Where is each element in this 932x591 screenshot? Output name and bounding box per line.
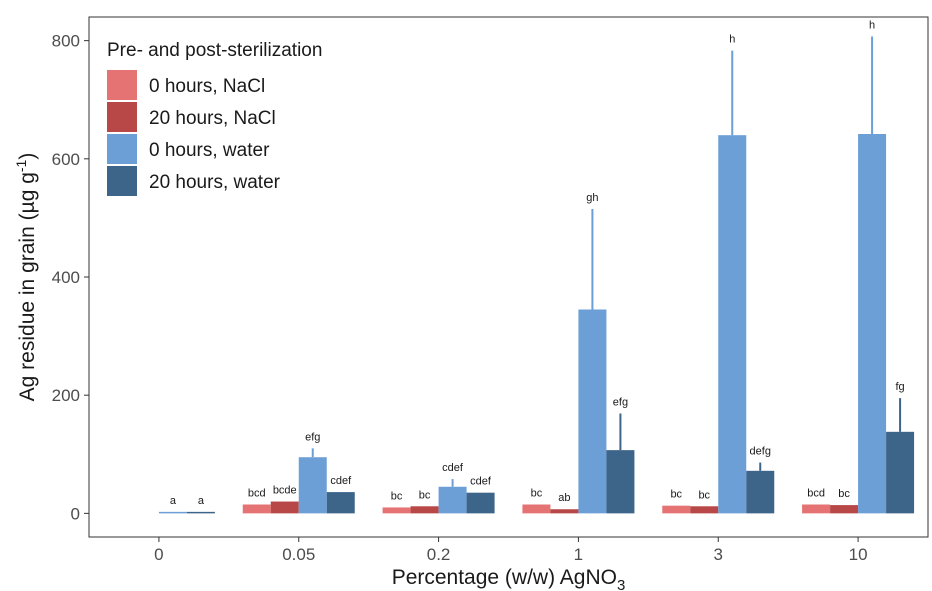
y-tick-label: 400 — [52, 268, 80, 287]
bar — [578, 309, 607, 514]
significance-label: ab — [558, 492, 570, 504]
legend-label: 20 hours, water — [149, 172, 281, 193]
significance-label: h — [729, 34, 735, 46]
bar — [858, 134, 887, 514]
bar — [186, 511, 215, 514]
significance-label: cdef — [330, 475, 352, 487]
significance-label: bc — [670, 489, 682, 501]
bars-layer — [158, 36, 915, 514]
x-tick-label: 0.05 — [282, 545, 315, 564]
bar — [158, 511, 187, 514]
y-tick-label: 200 — [52, 386, 80, 405]
significance-label: gh — [586, 192, 598, 204]
bar — [802, 504, 831, 514]
legend-title: Pre- and post-sterilization — [107, 40, 322, 61]
bar — [718, 135, 747, 514]
bar — [438, 486, 467, 514]
significance-label: cdef — [470, 476, 492, 488]
bar — [886, 431, 915, 514]
axis-layer: 0 200 400 600 800 0 0.05 0.2 1 3 10 — [52, 32, 868, 564]
bar — [326, 492, 355, 514]
significance-label: fg — [895, 381, 904, 393]
y-tick-label: 800 — [52, 32, 80, 51]
legend-swatch — [107, 166, 137, 196]
bar — [382, 507, 411, 514]
x-axis-title: Percentage (w/w) AgNO3 — [392, 566, 626, 591]
x-tick-label: 0.2 — [427, 545, 451, 564]
significance-label: bc — [531, 488, 543, 500]
legend: Pre- and post-sterilization 0 hours, NaC… — [107, 40, 322, 196]
significance-label: efg — [305, 431, 320, 443]
x-tick-label: 3 — [714, 545, 723, 564]
significance-label: a — [170, 495, 177, 507]
legend-label: 0 hours, NaCl — [149, 76, 265, 97]
significance-label: h — [869, 20, 875, 32]
bar — [522, 504, 551, 514]
legend-items: 0 hours, NaCl 20 hours, NaCl 0 hours, wate… — [107, 70, 281, 196]
bar — [830, 505, 859, 514]
significance-label: bc — [838, 488, 850, 500]
x-tick-label: 1 — [574, 545, 583, 564]
significance-label: efg — [613, 397, 628, 409]
bar — [550, 509, 579, 514]
bar — [746, 470, 775, 514]
bar — [298, 457, 327, 514]
significance-label: bc — [391, 490, 403, 502]
significance-label: a — [198, 495, 205, 507]
legend-swatch — [107, 70, 137, 100]
significance-label: bcde — [273, 485, 297, 497]
legend-label: 20 hours, NaCl — [149, 108, 276, 129]
significance-label: bc — [419, 489, 431, 501]
y-tick-label: 0 — [71, 504, 80, 523]
y-tick-label: 600 — [52, 150, 80, 169]
legend-label: 0 hours, water — [149, 140, 270, 161]
legend-swatch — [107, 134, 137, 164]
bar — [410, 506, 439, 514]
significance-label: bcd — [807, 488, 825, 500]
significance-label: defg — [750, 446, 771, 458]
bar — [466, 492, 495, 514]
y-axis-title: Ag residue in grain (µg g-1) — [13, 153, 39, 402]
x-tick-label: 10 — [849, 545, 868, 564]
bar — [606, 450, 635, 514]
significance-label: cdef — [442, 462, 464, 474]
bar — [690, 506, 719, 514]
significance-label: bcd — [248, 488, 266, 500]
bar — [662, 505, 691, 514]
significance-label: bc — [698, 489, 710, 501]
bar — [270, 501, 299, 514]
bar — [242, 504, 271, 514]
x-tick-label: 0 — [154, 545, 163, 564]
legend-swatch — [107, 102, 137, 132]
